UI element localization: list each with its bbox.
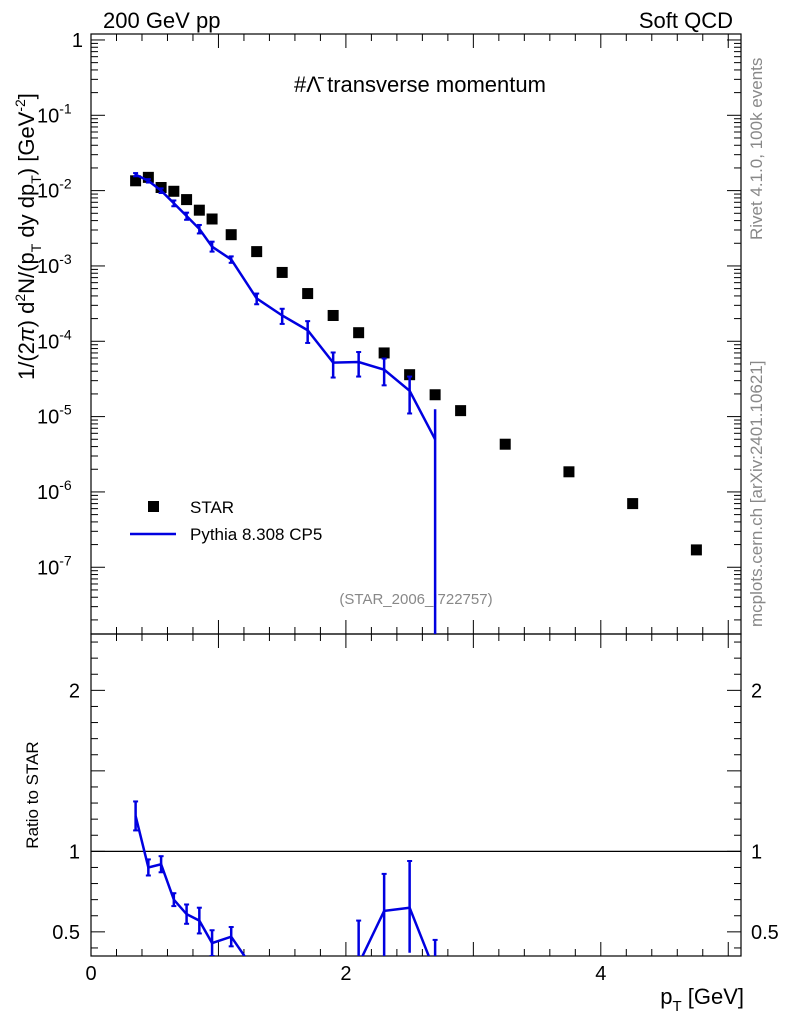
ratio-line xyxy=(134,815,247,956)
rivet-label: Rivet 4.1.0, 100k events xyxy=(747,58,766,240)
x-tick-label: 4 xyxy=(595,963,606,985)
star-point xyxy=(130,175,142,187)
star-point xyxy=(206,213,218,225)
star-point xyxy=(690,544,702,556)
ratio-y-tick-label: 0.5 xyxy=(52,922,80,944)
star-point xyxy=(276,266,288,278)
star-point xyxy=(193,204,205,216)
ratio-line-high-pt xyxy=(361,906,431,956)
star-point xyxy=(353,327,365,339)
header-right: Soft QCD xyxy=(639,8,733,33)
star-point xyxy=(499,438,511,450)
star-point xyxy=(251,246,263,258)
y-tick-label: 10-5 xyxy=(37,402,72,429)
ratio-y-tick-label: 1 xyxy=(69,841,80,863)
ratio-frame xyxy=(90,633,742,957)
chart-title: #Λ̄ transverse momentum xyxy=(294,72,546,97)
ratio-y-tick-label-right: 2 xyxy=(751,680,762,702)
svg-text:pT [GeV]: pT [GeV] xyxy=(660,984,744,1015)
svg-text:1/(2π) d2N/(pT dy dpT) [GeV-: 1/(2π) d2N/(pT dy dpT) [GeV-2] xyxy=(12,93,44,380)
star-point xyxy=(627,498,639,510)
header-left: 200 GeV pp xyxy=(103,8,220,33)
legend-star-label: STAR xyxy=(190,498,234,517)
star-point xyxy=(563,466,575,478)
star-point xyxy=(168,185,180,197)
star-point xyxy=(142,171,154,183)
star-point xyxy=(378,347,390,359)
y-tick-label: 10-4 xyxy=(37,326,72,353)
ratio-y-tick-label-right: 0.5 xyxy=(751,922,779,944)
y-tick-label: 10-1 xyxy=(37,100,72,127)
x-tick-label: 2 xyxy=(340,963,351,985)
y-tick-label: 10-6 xyxy=(37,477,72,504)
mcplots-label: mcplots.cern.ch [arXiv:2401.10621] xyxy=(747,361,766,627)
star-point xyxy=(302,288,314,300)
legend: STAR Pythia 8.308 CP5 xyxy=(130,498,322,544)
star-point xyxy=(327,309,339,321)
x-axis-label: pT [GeV] xyxy=(660,984,744,1015)
pythia-line xyxy=(135,173,437,440)
y-axis-label: 1/(2π) d2N/(pT dy dpT) [GeV-2] xyxy=(12,93,44,380)
ratio-y-tick-label: 2 xyxy=(69,680,80,702)
y-tick-label: 10-7 xyxy=(37,552,72,579)
star-point xyxy=(181,194,193,206)
y-tick-label: 1 xyxy=(72,30,83,52)
ratio-y-label: Ratio to STAR xyxy=(23,741,42,848)
x-tick-label: 0 xyxy=(85,963,96,985)
legend-star-marker xyxy=(148,501,159,512)
star-point xyxy=(225,229,237,241)
star-point xyxy=(455,405,467,417)
star-point xyxy=(404,369,416,381)
y-tick-label: 10-3 xyxy=(37,251,72,278)
star-point xyxy=(429,389,441,401)
main-frame xyxy=(90,33,742,635)
y-tick-label: 10-2 xyxy=(37,176,72,203)
analysis-label: (STAR_2006_I722757) xyxy=(339,591,492,608)
ratio-y-tick-label-right: 1 xyxy=(751,841,762,863)
legend-pythia-label: Pythia 8.308 CP5 xyxy=(190,525,322,544)
